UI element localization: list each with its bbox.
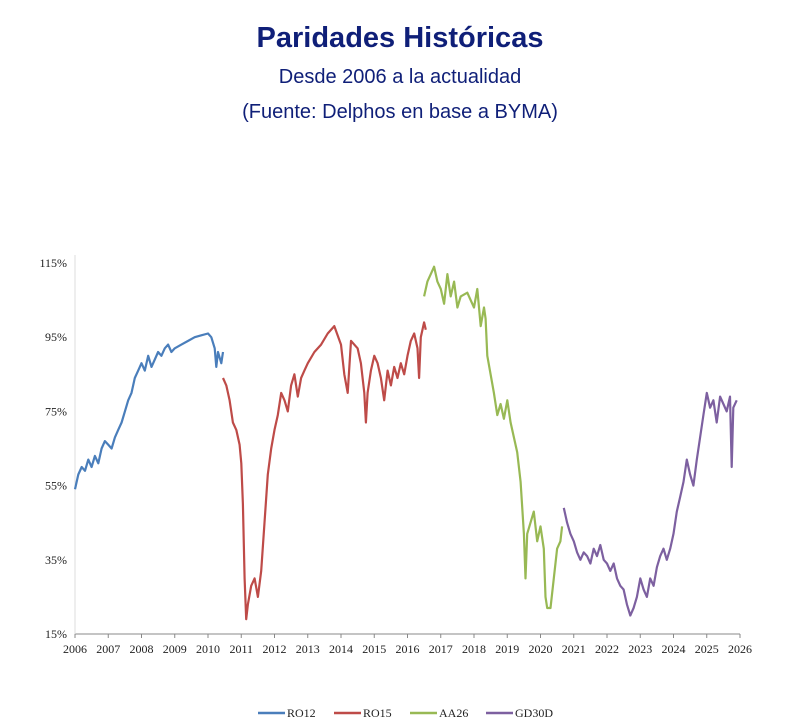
x-tick-label: 2025 [695, 642, 719, 656]
x-tick-label: 2020 [529, 642, 553, 656]
x-tick-label: 2014 [329, 642, 353, 656]
series-lines [73, 265, 738, 621]
legend-label-aa26: AA26 [439, 706, 468, 720]
y-tick-label: 35% [45, 553, 67, 567]
series-line-ro15 [221, 321, 427, 621]
x-axis: 2006 2007 2008 2009 2010 2011 2012 2013 2014 2015… [63, 634, 752, 656]
legend-label-gd30d: GD30D [515, 706, 553, 720]
legend: RO12 RO15 AA26 GD30D [258, 706, 553, 720]
x-tick-label: 2008 [130, 642, 154, 656]
x-tick-label: 2015 [362, 642, 386, 656]
x-tick-label: 2006 [63, 642, 87, 656]
legend-label-ro12: RO12 [287, 706, 316, 720]
x-tick-label: 2017 [429, 642, 453, 656]
y-tick-label: 95% [45, 330, 67, 344]
x-tick-label: 2013 [296, 642, 320, 656]
x-tick-label: 2021 [562, 642, 586, 656]
x-tick-label: 2018 [462, 642, 486, 656]
x-tick-label: 2009 [163, 642, 187, 656]
series-line-gd30d [562, 391, 738, 617]
x-tick-label: 2011 [229, 642, 253, 656]
x-tick-label: 2012 [263, 642, 287, 656]
x-tick-label: 2023 [628, 642, 652, 656]
x-tick-label: 2010 [196, 642, 220, 656]
plot-frame [74, 255, 740, 635]
y-tick-label: 115% [39, 256, 67, 270]
chart-title: Paridades Históricas [256, 22, 544, 54]
legend-label-ro15: RO15 [363, 706, 392, 720]
x-tick-label: 2026 [728, 642, 752, 656]
x-tick-label: 2007 [96, 642, 120, 656]
y-tick-label: 55% [45, 479, 67, 493]
x-tick-label: 2024 [662, 642, 686, 656]
x-tick-label: 2016 [396, 642, 420, 656]
series-line-ro12 [73, 332, 225, 490]
y-tick-label: 75% [45, 404, 67, 418]
chart-subtitle: Desde 2006 a la actualidad [278, 66, 522, 88]
chart-source: (Fuente: Delphos en base a BYMA) [242, 101, 558, 123]
series-line-aa26 [423, 265, 564, 610]
x-tick-label: 2022 [595, 642, 619, 656]
x-tick-label: 2019 [495, 642, 519, 656]
y-tick-label: 15% [45, 627, 67, 641]
y-axis: 115% 95% 75% 55% 35% 15% [39, 256, 67, 641]
